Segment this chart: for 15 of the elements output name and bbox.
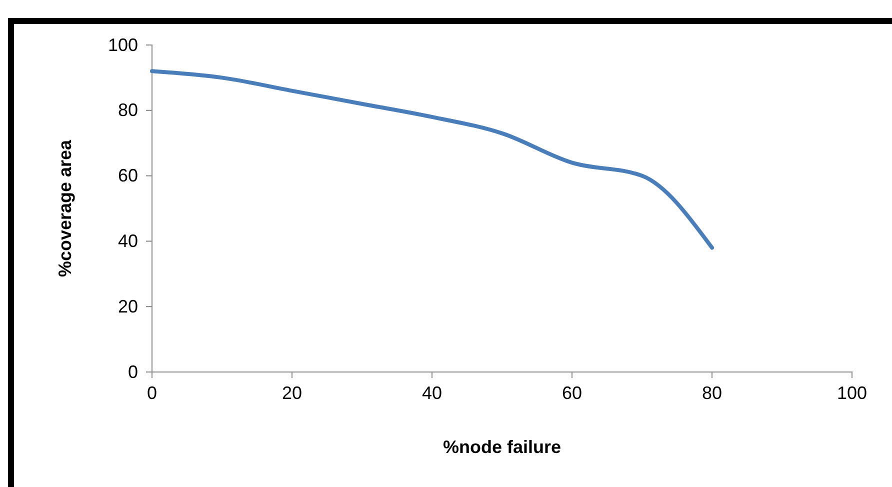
- y-tick-label: 0: [128, 362, 138, 382]
- x-tick-label: 0: [146, 382, 158, 403]
- y-tick-label: 40: [118, 230, 138, 251]
- x-tick-label: 80: [702, 382, 722, 403]
- y-tick-label: 100: [108, 34, 138, 55]
- x-tick-label: 40: [422, 382, 442, 403]
- x-tick-label: 60: [562, 382, 582, 403]
- x-tick-label: 100: [836, 382, 868, 403]
- line-series: [150, 69, 714, 250]
- y-tick-label: 60: [118, 166, 138, 186]
- x-axis-title: %node failure: [442, 437, 562, 457]
- x-tick-label: 20: [282, 382, 302, 403]
- y-tick-label: 20: [118, 296, 138, 316]
- y-tick-label: 80: [118, 100, 138, 120]
- y-axis-title: %coverage area: [55, 138, 75, 278]
